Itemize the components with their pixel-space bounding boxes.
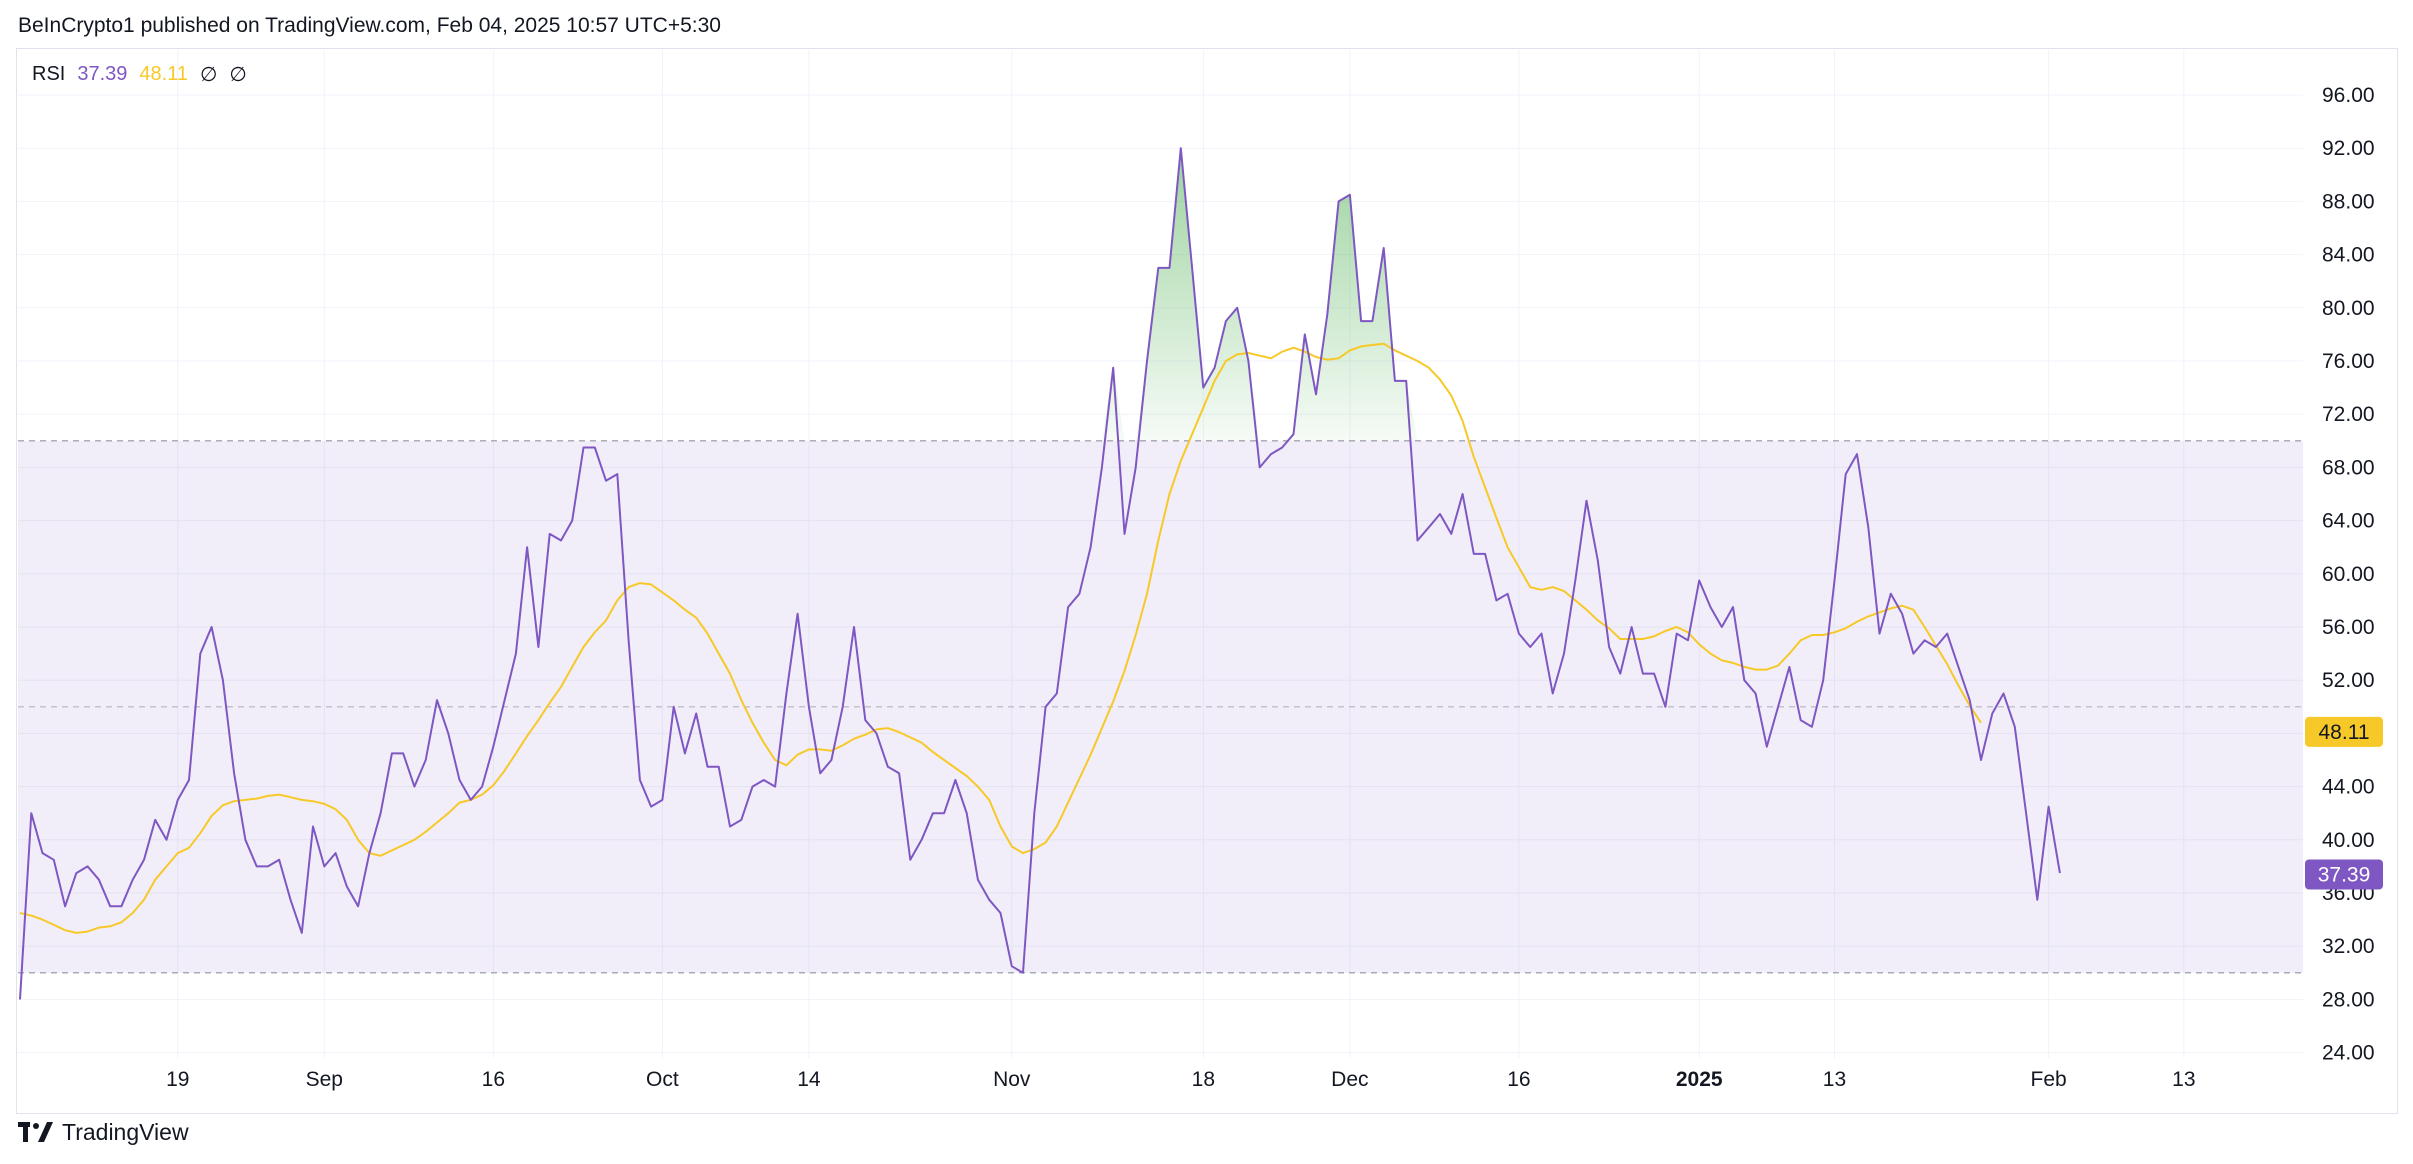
y-tick-label: 56.00	[2322, 616, 2375, 639]
y-tick-label: 32.00	[2322, 935, 2375, 958]
y-tick-label: 64.00	[2322, 510, 2375, 533]
ma-value-badge-bg	[2305, 716, 2383, 747]
y-tick-label: 52.00	[2322, 669, 2375, 692]
x-tick-label: Dec	[1331, 1068, 1368, 1091]
indicator-legend[interactable]: RSI 37.39 48.11 ∅ ∅	[32, 62, 247, 87]
x-tick-label: Nov	[993, 1068, 1031, 1091]
rsi-value-badge: 37.39	[2318, 864, 2371, 887]
x-tick-label: 18	[1192, 1068, 1215, 1091]
y-tick-label: 84.00	[2322, 244, 2375, 267]
x-tick-label: 14	[797, 1068, 821, 1091]
legend-rsi-value: 37.39	[77, 63, 128, 85]
x-tick-label: Oct	[646, 1068, 679, 1091]
y-tick-label: 40.00	[2322, 829, 2375, 852]
x-tick-label: 16	[482, 1068, 505, 1091]
y-tick-label: 88.00	[2322, 190, 2375, 213]
chart-pane[interactable]	[16, 48, 2398, 1114]
published-info: BeInCrypto1 published on TradingView.com…	[18, 14, 721, 37]
y-tick-label: 72.00	[2322, 403, 2375, 426]
y-axis[interactable]: 24.0028.0032.0036.0040.0044.0048.0052.00…	[2322, 84, 2375, 1065]
ma-value-badge: 48.11	[2319, 721, 2370, 744]
overbought-fill	[20, 148, 2060, 441]
y-tick-label: 44.00	[2322, 776, 2375, 799]
x-tick-label: 2025	[1676, 1068, 1723, 1091]
y-tick-label: 92.00	[2322, 137, 2375, 160]
overbought-area	[20, 148, 2060, 441]
y-tick-label: 60.00	[2322, 563, 2375, 586]
x-tick-label: 13	[1823, 1068, 1846, 1091]
y-tick-label: 76.00	[2322, 350, 2375, 373]
x-tick-label: Sep	[306, 1068, 343, 1091]
rsi-line	[19, 147, 2061, 1000]
y-tick-label: 28.00	[2322, 988, 2375, 1011]
footer-brand[interactable]: TradingView	[18, 1118, 189, 1146]
x-tick-label: 13	[2172, 1068, 2195, 1091]
legend-title: RSI	[32, 63, 66, 85]
ma-line	[19, 342, 1982, 934]
x-tick-label: 19	[166, 1068, 189, 1091]
x-tick-label: Feb	[2031, 1068, 2067, 1091]
value-badges: 48.11 37.39	[2305, 716, 2383, 890]
tradingview-logo-icon	[18, 1118, 54, 1146]
y-tick-label: 24.00	[2322, 1042, 2375, 1065]
rsi-series	[19, 147, 2061, 1000]
legend-ma-value: 48.11	[139, 63, 188, 85]
y-tick-label: 96.00	[2322, 84, 2375, 107]
rsi-value-badge-bg	[2305, 859, 2383, 890]
empty-set-icon: ∅	[229, 64, 247, 86]
tradingview-brand: TradingView	[62, 1118, 189, 1145]
y-tick-label: 68.00	[2322, 456, 2375, 479]
ma-series	[19, 342, 1982, 934]
empty-set-icon: ∅	[199, 64, 218, 86]
y-tick-label: 80.00	[2322, 297, 2375, 320]
x-axis[interactable]: 19 Sep 16 Oct 14 Nov 18 Dec 16 2025 13 Feb 13	[166, 1068, 2195, 1091]
x-tick-label: 16	[1507, 1068, 1530, 1091]
